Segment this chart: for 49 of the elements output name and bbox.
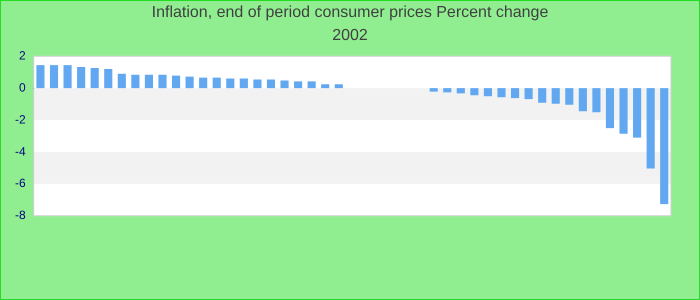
bar (592, 88, 600, 112)
y-tick-label: -2 (15, 112, 26, 126)
bar (144, 74, 153, 88)
bar (497, 88, 506, 98)
bar (226, 78, 234, 88)
bar (212, 78, 221, 88)
bar (77, 67, 86, 88)
bar (240, 78, 248, 88)
y-tick-label: 2 (18, 48, 26, 63)
bar (158, 74, 167, 88)
bar (186, 76, 194, 88)
bar (334, 84, 343, 88)
bar (36, 65, 45, 88)
bar (552, 88, 560, 104)
bar (524, 88, 533, 100)
bar (456, 88, 465, 94)
bar (565, 88, 574, 105)
bar (619, 88, 628, 134)
bar (443, 88, 452, 92)
bar (118, 74, 126, 88)
bar (50, 65, 58, 88)
bar (131, 74, 140, 88)
bar (64, 65, 72, 88)
bar (104, 68, 112, 88)
bar (484, 88, 492, 96)
bar (430, 88, 438, 92)
y-tick-label: 0 (18, 80, 26, 94)
bar (660, 88, 668, 204)
chart-subtitle: 2002 (331, 27, 369, 45)
bar (321, 84, 330, 88)
y-tick-label: -4 (15, 144, 26, 158)
bar (280, 80, 289, 88)
y-tick-label: -6 (15, 176, 26, 190)
bar (253, 80, 262, 88)
bar (294, 81, 302, 88)
bar (266, 80, 276, 88)
chart-title: Inflation, end of period consumer prices Percent change (150, 4, 550, 22)
bar (538, 88, 546, 103)
bar (578, 88, 587, 112)
y-tick-label: -8 (15, 208, 26, 222)
bar (633, 88, 642, 138)
bar (308, 81, 316, 88)
bar (510, 88, 520, 98)
bar (646, 88, 655, 169)
bar (90, 68, 99, 88)
bar (199, 78, 208, 88)
bar (606, 88, 614, 128)
bar (172, 76, 180, 88)
bar (470, 88, 478, 96)
